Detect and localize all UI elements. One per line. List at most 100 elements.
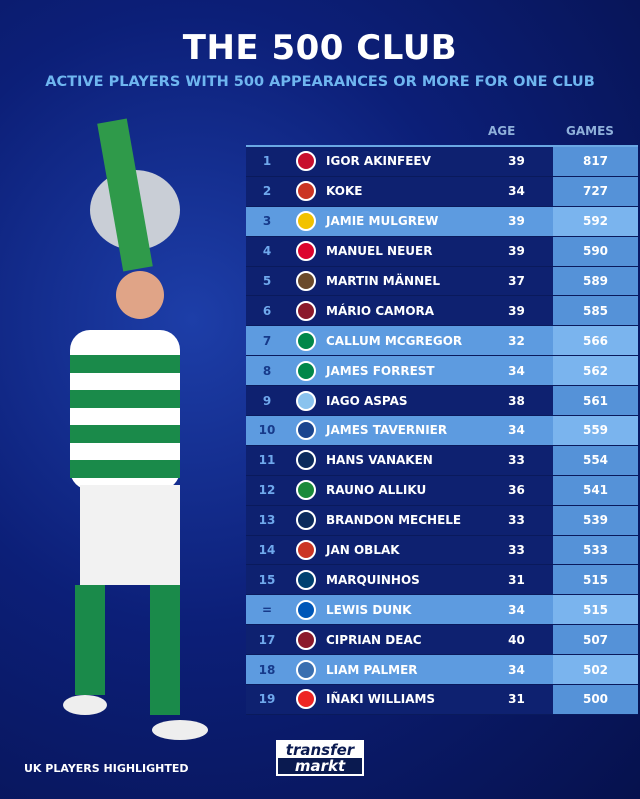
table-row: 6 MÁRIO CAMORA 39 585	[246, 296, 638, 327]
player-age: 34	[508, 662, 525, 677]
rank: 15	[258, 572, 276, 587]
player-age: 39	[508, 303, 525, 318]
player-age: 39	[508, 154, 525, 169]
player-age: 39	[508, 244, 525, 259]
rank: 1	[262, 154, 272, 169]
club-crest-icon	[288, 569, 324, 590]
player-name: BRANDON MECHELE	[326, 513, 462, 528]
player-name: JAMIE MULGREW	[326, 214, 439, 229]
player-name: JAN OBLAK	[326, 543, 400, 558]
player-name: MARQUINHOS	[326, 572, 420, 587]
player-games: 559	[553, 416, 638, 445]
footer-note: UK PLAYERS HIGHLIGHTED	[24, 762, 189, 775]
player-photo	[63, 118, 208, 740]
rank: 12	[258, 483, 276, 498]
player-games: 541	[553, 475, 638, 505]
player-games: 507	[553, 625, 638, 655]
player-age: 32	[508, 333, 525, 348]
player-age: 36	[508, 483, 525, 498]
rank: 18	[258, 662, 276, 677]
player-name: MÁRIO CAMORA	[326, 303, 435, 318]
page-subtitle: ACTIVE PLAYERS WITH 500 APPEARANCES OR M…	[45, 74, 595, 90]
table-row: 14 JAN OBLAK 33 533	[246, 535, 638, 566]
player-games: 817	[553, 147, 638, 176]
rank: 4	[262, 244, 272, 259]
table-row: 11 HANS VANAKEN 33 554	[246, 445, 638, 476]
rank: 8	[262, 363, 272, 378]
player-games: 515	[553, 565, 638, 595]
club-crest-icon	[288, 271, 324, 291]
club-crest-icon	[288, 211, 324, 232]
player-age: 34	[508, 184, 525, 199]
player-age: 38	[508, 393, 525, 408]
rank: 17	[258, 632, 276, 647]
table-row: 13 BRANDON MECHELE 33 539	[246, 505, 638, 536]
club-crest-icon	[288, 241, 324, 262]
player-games: 727	[553, 176, 638, 206]
table-row: 3 JAMIE MULGREW 39 592	[246, 206, 638, 237]
table-row: 9 IAGO ASPAS 38 561	[246, 386, 638, 417]
rank: 9	[262, 393, 272, 408]
rank: 11	[258, 453, 276, 468]
table-row: 2 KOKE 34 727	[246, 176, 638, 207]
table-row: 4 MANUEL NEUER 39 590	[246, 236, 638, 267]
player-games: 533	[553, 535, 638, 565]
table-row: 19 IÑAKI WILLIAMS 31 500	[246, 685, 638, 715]
table-row: 5 MARTIN MÄNNEL 37 589	[246, 266, 638, 297]
club-crest-icon	[288, 510, 324, 531]
player-games: 561	[553, 386, 638, 416]
player-name: CALLUM MCGREGOR	[326, 333, 463, 348]
player-games: 539	[553, 505, 638, 535]
player-name: KOKE	[326, 184, 363, 199]
player-games: 500	[553, 685, 638, 714]
table-row: 18 LIAM PALMER 34 502	[246, 655, 638, 686]
player-name: RAUNO ALLIKU	[326, 483, 427, 498]
club-crest-icon	[288, 659, 324, 680]
player-name: JAMES TAVERNIER	[326, 423, 448, 438]
player-games: 589	[553, 266, 638, 296]
rank: 6	[262, 303, 272, 318]
player-name: IAGO ASPAS	[326, 393, 408, 408]
club-crest-icon	[288, 360, 324, 381]
player-name: IÑAKI WILLIAMS	[326, 692, 436, 707]
rank: 13	[258, 513, 276, 528]
player-age: 34	[508, 363, 525, 378]
player-games: 585	[553, 296, 638, 326]
transfermarkt-logo: transfer markt	[276, 740, 364, 776]
player-name: LIAM PALMER	[326, 662, 418, 677]
player-age: 34	[508, 602, 525, 617]
table-row: 1 IGOR AKINFEEV 39 817	[246, 147, 638, 177]
age-column-header: AGE	[488, 124, 516, 138]
games-column-header: GAMES	[566, 124, 614, 138]
player-games: 562	[553, 356, 638, 386]
rank: 2	[262, 184, 272, 199]
club-crest-icon	[288, 450, 324, 471]
table-row: 17 CIPRIAN DEAC 40 507	[246, 625, 638, 656]
club-crest-icon	[288, 390, 324, 411]
player-games: 566	[553, 326, 638, 356]
rank: 19	[258, 692, 276, 707]
player-age: 34	[508, 423, 525, 438]
player-name: MANUEL NEUER	[326, 244, 433, 259]
player-name: HANS VANAKEN	[326, 453, 433, 468]
player-name: JAMES FORREST	[326, 363, 435, 378]
club-crest-icon	[288, 629, 324, 650]
table-row: 7 CALLUM MCGREGOR 32 566	[246, 326, 638, 357]
players-table: 1 IGOR AKINFEEV 39 817 2 KOKE 34 727 3 JAM…	[246, 145, 638, 715]
player-age: 31	[508, 692, 525, 707]
club-crest-icon	[288, 689, 324, 710]
club-crest-icon	[288, 420, 324, 441]
player-age: 33	[508, 453, 525, 468]
player-name: IGOR AKINFEEV	[326, 154, 431, 169]
club-crest-icon	[288, 330, 324, 351]
club-crest-icon	[288, 151, 324, 172]
rank: 5	[262, 274, 272, 288]
player-name: CIPRIAN DEAC	[326, 632, 422, 647]
player-age: 31	[508, 572, 525, 587]
table-row: 15 MARQUINHOS 31 515	[246, 565, 638, 596]
club-crest-icon	[288, 181, 324, 202]
club-crest-icon	[288, 540, 324, 561]
player-age: 33	[508, 543, 525, 558]
club-crest-icon	[288, 300, 324, 321]
table-row: 8 JAMES FORREST 34 562	[246, 356, 638, 387]
